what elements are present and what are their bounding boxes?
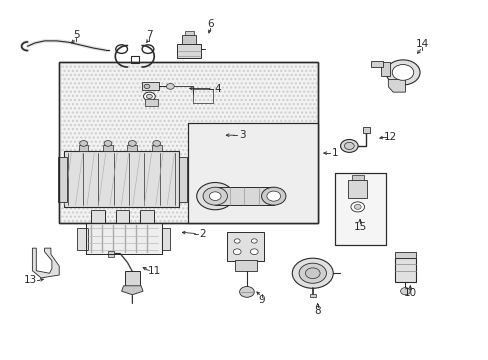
Text: 10: 10: [403, 288, 416, 298]
Circle shape: [251, 239, 257, 243]
Bar: [124, 271, 140, 286]
Bar: [188, 123, 317, 223]
Bar: [347, 180, 367, 198]
Text: 15: 15: [353, 222, 366, 231]
Bar: [91, 211, 105, 223]
Circle shape: [305, 268, 320, 279]
Bar: [309, 294, 315, 297]
Circle shape: [340, 139, 357, 152]
Bar: [184, 31, 193, 36]
Circle shape: [196, 183, 233, 210]
Circle shape: [104, 140, 112, 146]
Text: 5: 5: [73, 30, 80, 40]
Bar: [227, 232, 264, 261]
Circle shape: [153, 140, 160, 146]
Bar: [193, 89, 212, 103]
Circle shape: [239, 287, 254, 297]
Circle shape: [354, 204, 361, 210]
Bar: [177, 44, 200, 58]
Bar: [380, 62, 389, 76]
Circle shape: [128, 140, 136, 146]
Polygon shape: [32, 248, 59, 278]
Text: 4: 4: [214, 84, 221, 94]
Polygon shape: [387, 80, 405, 92]
Bar: [370, 60, 383, 67]
Bar: [59, 62, 317, 223]
Text: 11: 11: [147, 266, 161, 276]
Text: 9: 9: [258, 295, 264, 305]
Circle shape: [144, 84, 150, 89]
Bar: [394, 252, 415, 258]
Circle shape: [400, 288, 409, 295]
Circle shape: [233, 249, 241, 255]
Circle shape: [292, 258, 332, 288]
Bar: [334, 173, 385, 244]
Circle shape: [209, 192, 221, 201]
Bar: [182, 36, 195, 44]
Circle shape: [203, 187, 227, 205]
Text: 14: 14: [415, 39, 428, 49]
Bar: [394, 258, 415, 282]
Bar: [77, 228, 88, 250]
Text: 6: 6: [206, 19, 213, 29]
Bar: [140, 211, 154, 223]
Bar: [351, 175, 363, 180]
Bar: [234, 260, 256, 271]
Bar: [334, 173, 385, 244]
Text: 12: 12: [384, 132, 397, 142]
Bar: [161, 228, 170, 250]
Circle shape: [146, 94, 152, 99]
Bar: [79, 145, 88, 151]
Bar: [362, 127, 369, 134]
Bar: [152, 145, 161, 151]
Bar: [86, 223, 161, 253]
Text: 3: 3: [238, 130, 245, 140]
Polygon shape: [122, 286, 143, 295]
Bar: [108, 251, 114, 257]
Bar: [116, 211, 129, 223]
Bar: [127, 145, 137, 151]
Bar: [59, 62, 317, 223]
Circle shape: [80, 140, 87, 146]
Circle shape: [385, 60, 419, 85]
Bar: [215, 187, 273, 205]
Bar: [178, 157, 187, 202]
Bar: [59, 62, 317, 223]
Bar: [86, 223, 161, 253]
Text: 2: 2: [199, 229, 206, 239]
Text: 1: 1: [331, 148, 337, 158]
Bar: [64, 151, 178, 207]
Bar: [58, 157, 67, 202]
Circle shape: [250, 249, 258, 255]
Circle shape: [166, 84, 174, 89]
Circle shape: [350, 202, 364, 212]
Circle shape: [261, 187, 285, 205]
Bar: [142, 82, 159, 90]
Circle shape: [299, 263, 326, 283]
Circle shape: [344, 142, 353, 149]
Text: 7: 7: [146, 30, 152, 40]
Circle shape: [143, 92, 155, 101]
Text: 8: 8: [314, 306, 320, 316]
Circle shape: [391, 64, 413, 80]
Circle shape: [234, 239, 240, 243]
Circle shape: [266, 191, 280, 201]
Bar: [188, 123, 317, 223]
Bar: [144, 99, 158, 106]
Text: 13: 13: [23, 275, 37, 285]
Bar: [103, 145, 113, 151]
